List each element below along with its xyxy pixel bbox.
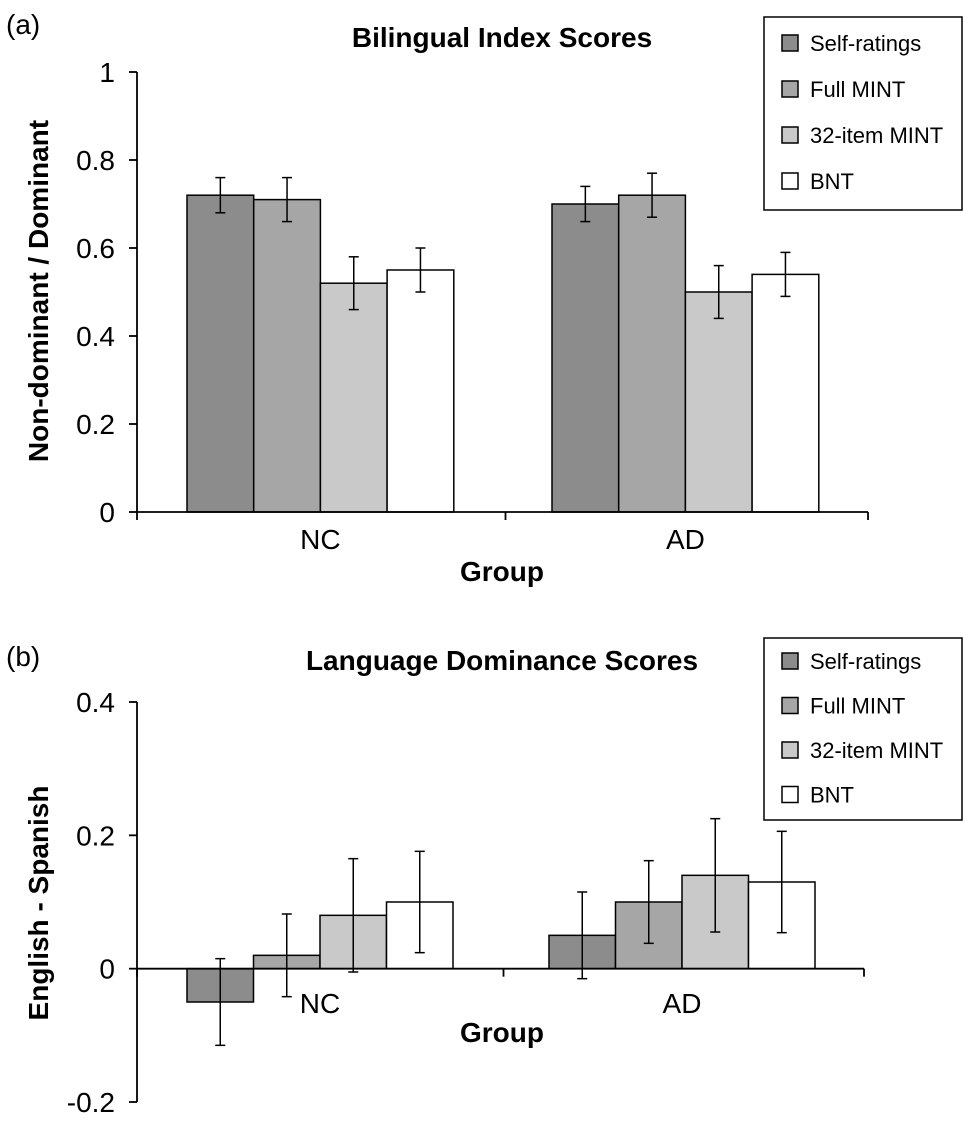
panel-a-label: (a) bbox=[6, 9, 40, 40]
error-bar-nc-0 bbox=[215, 176, 226, 214]
y-tick-label: 1 bbox=[99, 57, 115, 88]
chart-a-y-ticks: 0 0.2 0.4 0.6 0.8 1 bbox=[76, 57, 137, 528]
y-tick-label: 0.2 bbox=[76, 409, 115, 440]
legend-swatch-0 bbox=[781, 652, 799, 670]
y-tick-label: 0 bbox=[99, 497, 115, 528]
legend-label-3: BNT bbox=[810, 783, 854, 808]
y-tick-label: -0.2 bbox=[67, 1087, 115, 1118]
legend-swatch-3 bbox=[781, 785, 799, 804]
bar-ad-32-item-mint bbox=[684, 291, 753, 513]
legend-swatch-1 bbox=[781, 696, 799, 715]
legend-label-0: Self-ratings bbox=[810, 649, 921, 674]
error-bar-nc-3 bbox=[414, 850, 425, 954]
legend-label-1: Full MINT bbox=[810, 694, 905, 719]
chart-a-axes bbox=[136, 72, 869, 520]
error-bar-nc-1 bbox=[282, 176, 293, 223]
error-bar-ad-3 bbox=[776, 830, 787, 934]
error-bar-ad-3 bbox=[780, 251, 791, 298]
chart-b-ylabel: English - Spanish bbox=[23, 786, 54, 1021]
legend-label-1: Full MINT bbox=[810, 77, 905, 102]
bar-nc-full-mint bbox=[252, 198, 322, 513]
error-bar-ad-0 bbox=[580, 185, 591, 223]
legend-swatch-3 bbox=[781, 172, 799, 190]
chart-b-y-ticks: -0.2 0 0.2 0.4 bbox=[67, 687, 137, 1118]
y-tick-label: 0.6 bbox=[76, 233, 115, 264]
y-tick-label: 0 bbox=[99, 954, 115, 985]
chart-b-title: Language Dominance Scores bbox=[306, 645, 698, 676]
y-tick-label: 0.4 bbox=[76, 321, 115, 352]
bar-nc-32-item-mint bbox=[319, 282, 388, 513]
panel-b-label: (b) bbox=[6, 641, 40, 672]
error-bar-ad-1 bbox=[643, 859, 654, 945]
chart-a-error-bars bbox=[215, 172, 791, 320]
y-tick-label: 0.4 bbox=[76, 687, 115, 718]
chart-a-xlabel: Group bbox=[460, 556, 544, 587]
chart-b-legend: Self-ratings Full MINT 32-item MINT BNT bbox=[763, 637, 963, 821]
error-bar-ad-2 bbox=[710, 817, 721, 933]
legend-label-3: BNT bbox=[810, 169, 854, 194]
chart-b-bars bbox=[186, 874, 816, 1003]
bar-ad-self-ratings bbox=[551, 203, 620, 513]
bar-nc-self-ratings bbox=[186, 194, 255, 513]
chart-b-xlabel: Group bbox=[460, 1017, 544, 1048]
legend-label-2: 32-item MINT bbox=[810, 738, 943, 763]
chart-a-legend: Self-ratings Full MINT 32-item MINT BNT bbox=[763, 16, 963, 211]
chart-a-ylabel: Non-dominant / Dominant bbox=[23, 120, 54, 462]
category-label-nc: NC bbox=[300, 524, 340, 555]
error-bar-nc-2 bbox=[348, 256, 359, 311]
panel-b: (b) Language Dominance Scores English - … bbox=[6, 637, 963, 1118]
error-bar-ad-0 bbox=[577, 891, 588, 980]
bar-nc-bnt bbox=[386, 269, 455, 513]
error-bar-ad-2 bbox=[713, 264, 724, 320]
legend-swatch-1 bbox=[781, 80, 799, 98]
error-bar-ad-1 bbox=[647, 172, 658, 218]
y-tick-label: 0.2 bbox=[76, 820, 115, 851]
chart-b-error-bars bbox=[215, 817, 787, 1047]
chart-a-title: Bilingual Index Scores bbox=[352, 22, 652, 53]
error-bar-nc-3 bbox=[415, 247, 426, 293]
bar-ad-bnt bbox=[751, 273, 820, 513]
error-bar-nc-0 bbox=[215, 957, 226, 1047]
legend-swatch-2 bbox=[781, 741, 799, 759]
y-tick-label: 0.8 bbox=[76, 145, 115, 176]
legend-swatch-2 bbox=[781, 126, 799, 144]
error-bar-nc-1 bbox=[281, 913, 292, 998]
category-label-ad: AD bbox=[663, 988, 702, 1019]
chart-b-axes bbox=[136, 702, 865, 1102]
legend-label-2: 32-item MINT bbox=[810, 123, 943, 148]
chart-b-category-labels: NC AD bbox=[300, 988, 702, 1019]
bar-ad-full-mint bbox=[617, 194, 687, 513]
category-label-nc: NC bbox=[300, 988, 340, 1019]
legend-swatch-0 bbox=[781, 34, 799, 52]
legend-label-0: Self-ratings bbox=[810, 31, 921, 56]
chart-a-bars bbox=[186, 194, 820, 513]
error-bar-nc-2 bbox=[348, 857, 359, 973]
category-label-ad: AD bbox=[666, 524, 705, 555]
chart-a-category-labels: NC AD bbox=[300, 524, 705, 555]
panel-a: (a) Bilingual Index Scores Non-dominant … bbox=[6, 9, 963, 587]
